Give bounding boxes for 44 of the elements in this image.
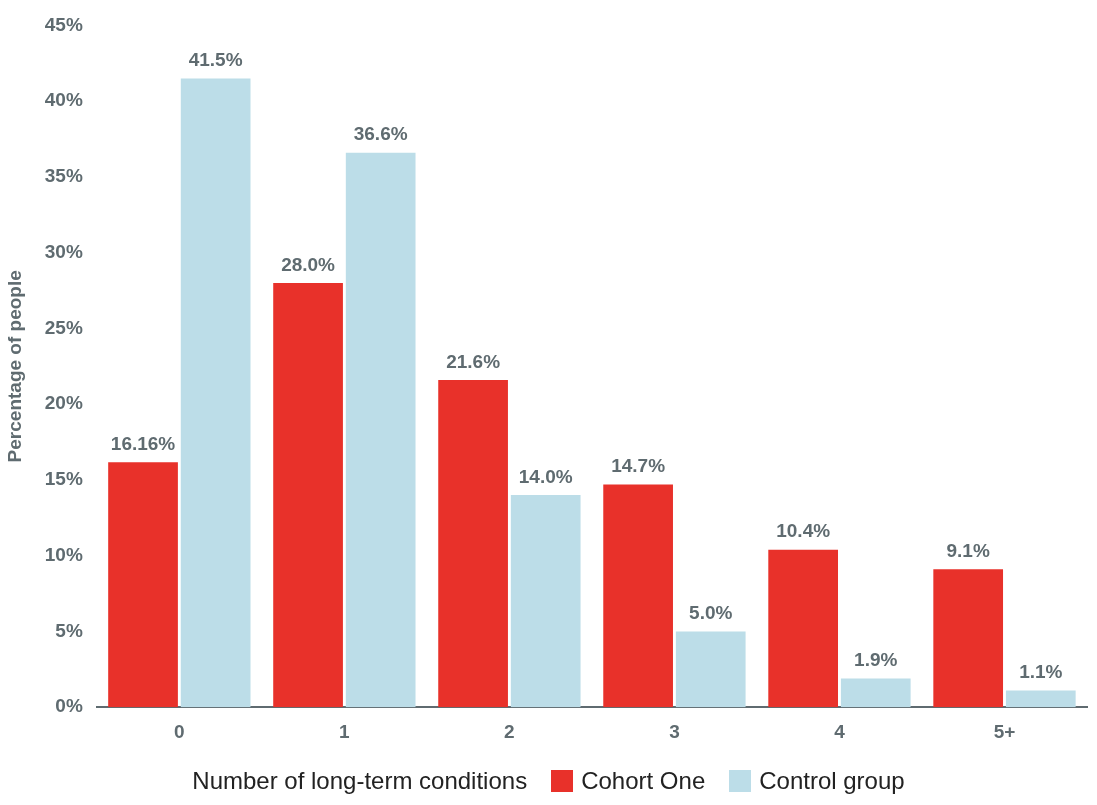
data-label: 9.1% (946, 540, 990, 562)
y-tick-label: 20% (44, 392, 83, 414)
bar (768, 549, 839, 708)
y-tick-label: 45% (44, 13, 83, 35)
bar (510, 495, 581, 708)
y-tick-label: 0% (55, 695, 83, 717)
y-tick-label: 30% (44, 240, 83, 262)
y-tick-label: 15% (44, 468, 83, 490)
bar (603, 484, 673, 708)
data-label: 41.5% (188, 49, 243, 71)
y-tick-label: 5% (55, 619, 83, 641)
legend-label: Cohort One (581, 766, 706, 795)
data-label: 36.6% (353, 123, 408, 145)
x-tick-label: 2 (504, 720, 515, 742)
data-label: 16.16% (110, 433, 176, 455)
bar (438, 379, 508, 708)
bar (345, 152, 416, 708)
y-tick-label: 10% (44, 543, 83, 565)
y-tick-label: 25% (44, 316, 83, 338)
data-label: 28.0% (281, 253, 336, 275)
data-label: 14.0% (518, 465, 573, 487)
x-tick-label: 4 (834, 720, 846, 742)
bar (1005, 690, 1076, 708)
bar (933, 569, 1004, 708)
data-label: 1.1% (1019, 661, 1063, 683)
y-tick-label: 40% (44, 89, 83, 111)
bar (840, 678, 911, 708)
x-tick-label: 3 (669, 720, 680, 742)
data-label: 10.4% (776, 520, 831, 542)
data-label: 5.0% (689, 602, 733, 624)
bar (108, 462, 178, 708)
y-tick-label: 35% (44, 165, 83, 187)
data-label: 1.9% (854, 649, 898, 671)
bar (273, 282, 343, 708)
x-tick-label: 1 (339, 720, 351, 742)
x-tick-label: 5+ (993, 720, 1016, 742)
y-axis-title: Percentage of people (3, 270, 25, 463)
bar (675, 631, 746, 708)
x-tick-label: 0 (174, 720, 185, 742)
data-label: 21.6% (446, 350, 501, 372)
legend-title: Number of long-term conditions (192, 766, 528, 795)
legend-label: Control group (759, 766, 905, 795)
bar (180, 78, 251, 708)
data-label: 14.7% (611, 455, 666, 477)
